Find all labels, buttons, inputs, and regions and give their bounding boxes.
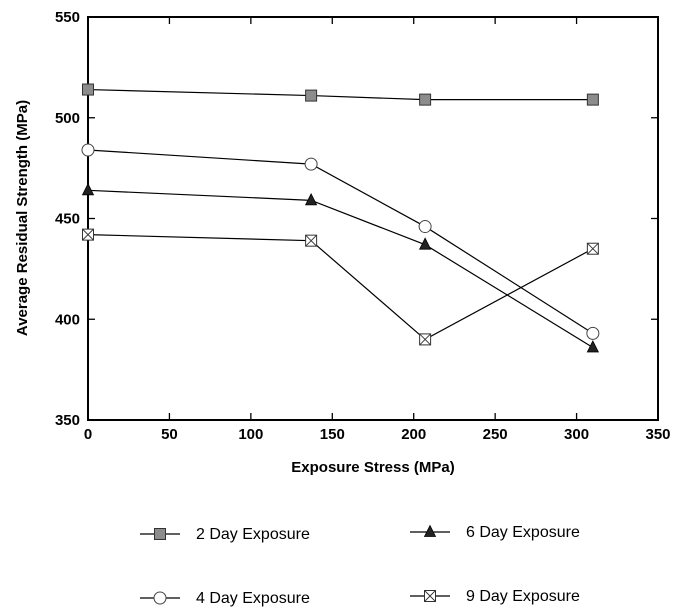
legend-item-2: 4 Day Exposure: [140, 590, 310, 607]
legend-item-4: 9 Day Exposure: [410, 588, 580, 605]
legend: 2 Day Exposure 4 Day Exposure 6 Day Exposu…: [140, 524, 580, 607]
marker-cross: [424, 590, 436, 602]
data-point: [82, 228, 94, 241]
data-point: [586, 326, 600, 340]
plot-frame: [87, 16, 659, 421]
marker-shape: [305, 89, 318, 102]
marker-cross: [587, 242, 599, 255]
marker-shape: [82, 83, 94, 96]
filled-triangle-marker: [423, 524, 437, 537]
data-point: [418, 237, 432, 250]
series-4: [82, 228, 599, 346]
legend-label: 6 Day Exposure: [466, 524, 580, 541]
data-point: [419, 333, 432, 346]
x-tick-label: 100: [238, 426, 263, 443]
x-tick-label: 350: [645, 426, 670, 443]
data-point: [305, 234, 318, 247]
marker-shape: [418, 237, 432, 250]
x-tick-label: 50: [161, 426, 178, 443]
data-point: [586, 242, 599, 255]
x-tick-label: 250: [483, 426, 508, 443]
data-point: [418, 220, 432, 234]
data-point: [586, 340, 600, 353]
legend-item-1: 2 Day Exposure: [140, 526, 310, 543]
series-line: [87, 149, 594, 334]
marker-shape: [586, 340, 600, 353]
y-tick-label: 450: [55, 211, 80, 228]
data-point: [419, 93, 432, 106]
axis-ticks: 0 50 100 150 200 250 300 350 350 400 450 500 550: [55, 9, 671, 443]
series-line: [87, 88, 593, 101]
data-point: [82, 83, 94, 96]
marker-shape: [81, 143, 95, 157]
data-point: [81, 143, 95, 157]
series-line: [87, 234, 594, 341]
data-point: [81, 182, 95, 196]
legend-item-3: 6 Day Exposure: [410, 524, 580, 541]
data-point: [304, 192, 318, 206]
series-1: [82, 83, 599, 106]
data-point: [305, 89, 318, 102]
marker-shape: [586, 326, 600, 340]
series-group: [81, 83, 600, 353]
x-tick-label: 300: [564, 426, 589, 443]
y-tick-label: 550: [55, 9, 80, 26]
y-tick-label: 400: [55, 311, 80, 328]
marker-shape: [304, 192, 318, 206]
series-line: [87, 189, 594, 348]
marker-shape: [153, 591, 167, 605]
data-point: [586, 93, 599, 106]
y-axis-title: Average Residual Strength (MPa): [14, 100, 31, 336]
x-axis-title: Exposure Stress (MPa): [291, 459, 454, 476]
marker-cross: [82, 228, 94, 241]
marker-shape: [586, 93, 599, 106]
series-2: [81, 143, 600, 340]
filled-square-marker: [154, 528, 166, 540]
marker-shape: [154, 528, 166, 540]
legend-label: 2 Day Exposure: [196, 526, 310, 543]
open-circle-marker: [153, 591, 167, 605]
marker-cross: [305, 234, 317, 247]
marker-shape: [423, 524, 437, 537]
legend-label: 9 Day Exposure: [466, 588, 580, 605]
x-tick-label: 200: [401, 426, 426, 443]
x-tick-label: 150: [320, 426, 345, 443]
y-tick-label: 350: [55, 412, 80, 429]
marker-shape: [418, 220, 432, 234]
marker-shape: [304, 157, 318, 171]
crossed-square-marker: [424, 590, 436, 602]
y-tick-label: 500: [55, 110, 80, 127]
data-point: [304, 157, 318, 171]
legend-label: 4 Day Exposure: [196, 590, 310, 607]
marker-shape: [419, 93, 432, 106]
x-tick-label: 0: [84, 426, 92, 443]
marker-cross: [419, 333, 431, 346]
marker-shape: [81, 182, 95, 196]
series-3: [81, 182, 600, 353]
